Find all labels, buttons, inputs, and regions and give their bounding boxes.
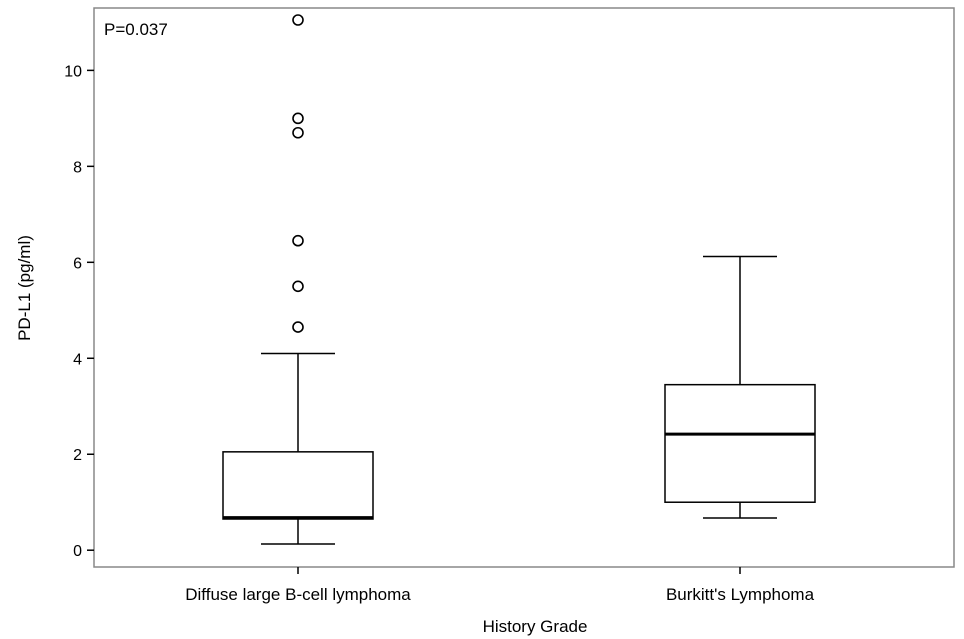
plot-frame — [93, 7, 955, 568]
y-tick-label: 8 — [73, 159, 82, 176]
y-tick-label: 4 — [73, 351, 82, 368]
y-tick-label: 6 — [73, 255, 82, 272]
outlier-point — [292, 126, 304, 139]
x-category-label: Diffuse large B-cell lymphoma — [185, 585, 411, 604]
outlier-point — [292, 234, 304, 247]
y-axis: 0 2 4 6 8 10 — [64, 63, 94, 560]
boxes-layer — [222, 14, 816, 545]
outlier-point — [292, 112, 304, 125]
y-tick-label: 0 — [73, 543, 82, 560]
x-axis: Diffuse large B-cell lymphoma Burkitt's L… — [185, 567, 815, 604]
box-group — [664, 255, 816, 519]
y-tick-label: 2 — [73, 447, 82, 464]
y-axis-title: PD-L1 (pg/ml) — [15, 235, 34, 341]
p-value-annotation: P=0.037 — [104, 20, 168, 39]
y-tick-label: 10 — [64, 63, 82, 80]
outlier-point — [292, 14, 304, 26]
outlier-point — [292, 321, 304, 333]
x-axis-title: History Grade — [483, 617, 588, 636]
outlier-point — [292, 280, 304, 293]
iqr-box — [222, 451, 374, 520]
iqr-box — [664, 383, 816, 503]
x-category-label: Burkitt's Lymphoma — [666, 585, 815, 604]
box-group — [222, 14, 374, 545]
